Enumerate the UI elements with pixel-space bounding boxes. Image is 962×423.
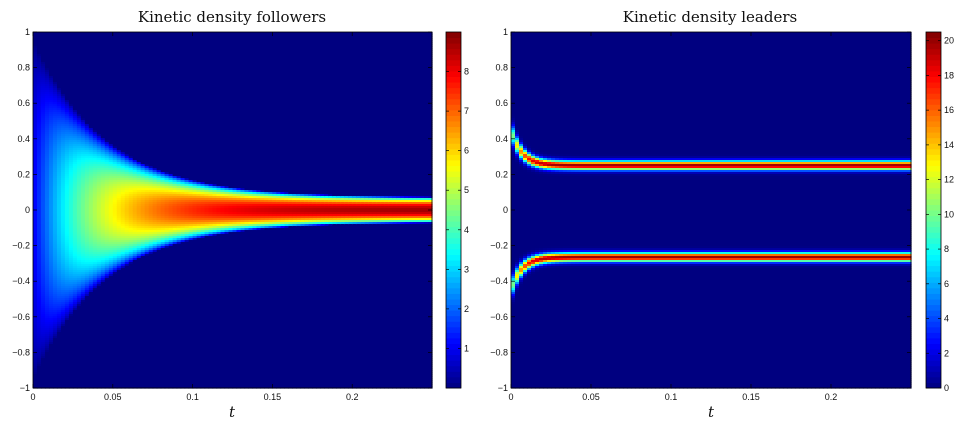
panel-followers: Kinetic density followers −1−0.8−0.6−0.4… [12,8,469,421]
followers-heatmap [33,32,433,389]
followers-title: Kinetic density followers [138,8,326,26]
